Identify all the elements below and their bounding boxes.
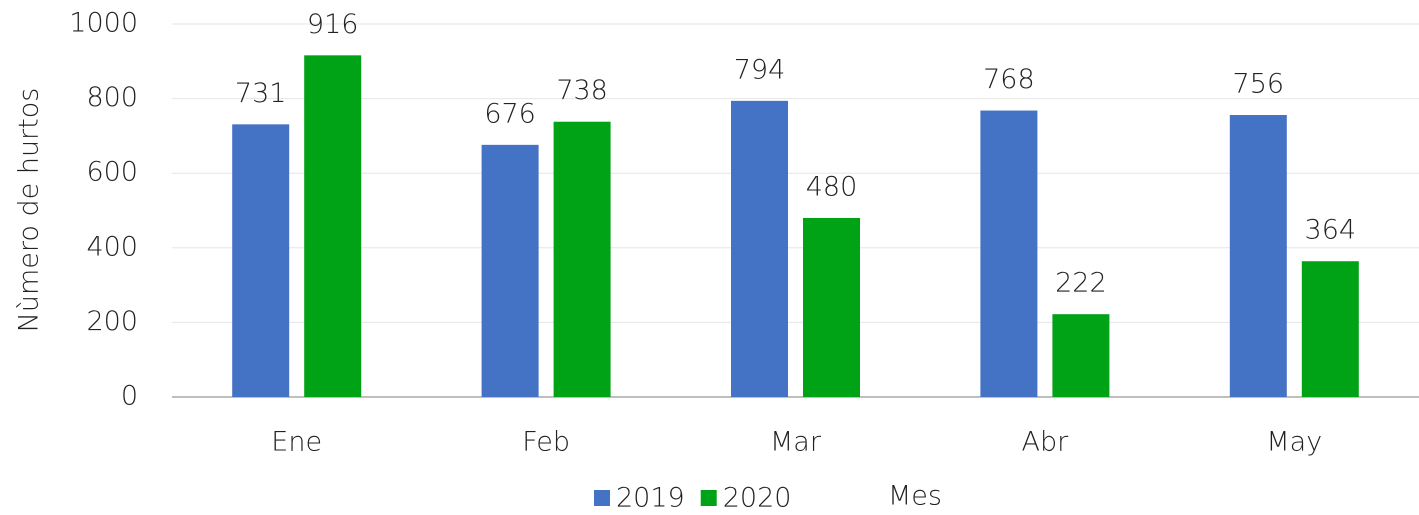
bar: [232, 124, 290, 397]
data-label: 222: [1055, 268, 1107, 299]
x-tick-label: Feb: [522, 427, 570, 458]
x-tick-label: May: [1266, 427, 1322, 458]
bar: [1301, 261, 1359, 397]
y-tick-label: 400: [86, 231, 138, 262]
bar: [304, 55, 362, 397]
y-tick-label: 800: [86, 82, 138, 113]
y-tick-label: 0: [121, 381, 138, 412]
bar: [481, 144, 539, 397]
data-label: 480: [806, 171, 858, 202]
x-axis-label: Mes: [888, 481, 942, 512]
data-label: 738: [556, 75, 608, 106]
y-tick-label: 200: [86, 306, 138, 337]
legend-swatch: [594, 490, 610, 506]
bar: [553, 121, 611, 397]
data-label: 731: [235, 78, 287, 109]
bar: [980, 110, 1038, 397]
legend-label: 2020: [723, 483, 792, 514]
data-label: 916: [307, 9, 359, 40]
data-label: 768: [983, 64, 1035, 95]
data-label: 756: [1233, 69, 1285, 100]
data-label: 794: [734, 54, 786, 85]
bar: [1229, 115, 1287, 398]
data-label: 676: [484, 98, 536, 129]
x-tick-label: Abr: [1022, 427, 1070, 458]
data-label: 364: [1305, 215, 1357, 246]
y-tick-label: 600: [86, 157, 138, 188]
bar: [1052, 314, 1110, 397]
y-tick-label: 1000: [69, 8, 138, 39]
legend-swatch: [700, 490, 717, 506]
y-axis-label: Nùmero de hurtos: [14, 88, 45, 333]
bar: [803, 217, 860, 397]
x-tick-label: Mar: [770, 427, 822, 458]
bar: [731, 100, 788, 397]
x-tick-label: Ene: [271, 427, 322, 458]
legend-label: 2019: [616, 483, 685, 514]
